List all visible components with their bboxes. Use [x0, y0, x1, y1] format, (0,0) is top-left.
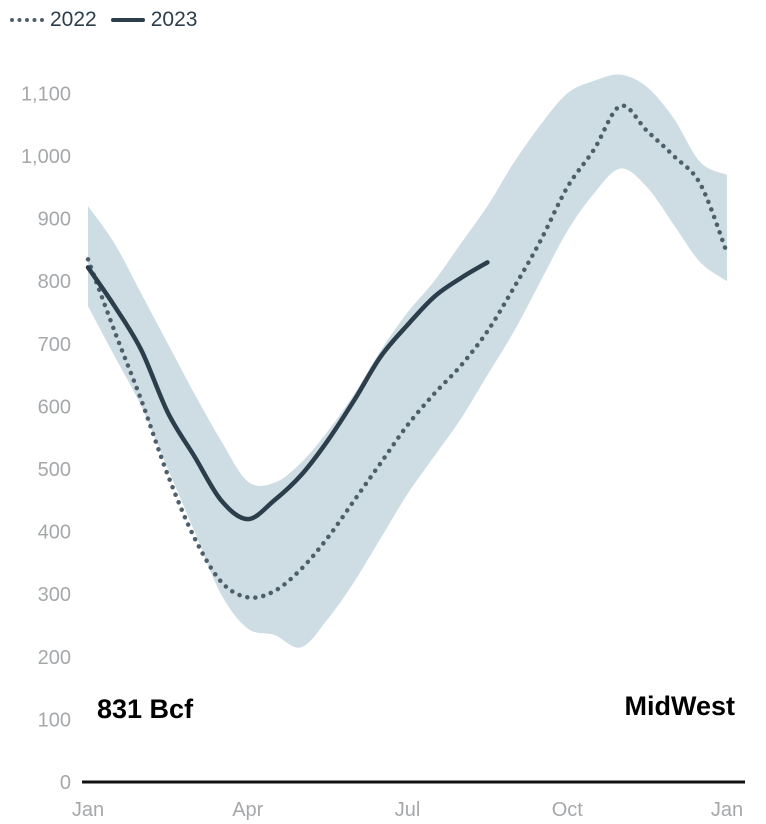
legend-item-2022: 2022 — [10, 8, 97, 32]
y-tick-label: 700 — [38, 334, 71, 356]
y-tick-label: 900 — [38, 209, 71, 231]
y-tick-label: 200 — [38, 647, 71, 669]
y-tick-label: 100 — [38, 709, 71, 731]
x-tick-label: Apr — [232, 799, 263, 821]
x-axis: Jan Apr Jul Oct Jan — [72, 780, 745, 821]
y-tick-label: 400 — [38, 522, 71, 544]
y-tick-label: 800 — [38, 271, 71, 293]
historical-range-band — [88, 74, 727, 648]
y-tick-label: 1,000 — [21, 146, 71, 168]
legend-swatch-2022 — [10, 18, 44, 22]
y-axis: 0 100 200 300 400 500 600 700 800 900 1,000 1,100 — [21, 83, 71, 794]
region-label: MidWest — [624, 691, 735, 721]
x-tick-label: Oct — [552, 799, 584, 821]
y-tick-label: 600 — [38, 396, 71, 418]
x-tick-label: Jul — [395, 799, 421, 821]
chart-legend: 2022 2023 — [10, 6, 211, 34]
series-line-2022 — [85, 103, 730, 600]
series-line-2023 — [85, 260, 490, 522]
legend-label-2023: 2023 — [150, 8, 198, 31]
legend-item-2023: 2023 — [110, 8, 198, 32]
plot-area — [85, 74, 730, 648]
legend-label-2022: 2022 — [50, 8, 97, 31]
x-tick-label: Jan — [72, 799, 104, 821]
y-tick-label: 500 — [38, 459, 71, 481]
y-tick-label: 0 — [60, 772, 71, 794]
y-tick-label: 1,100 — [21, 83, 71, 105]
x-tick-label: Jan — [711, 799, 743, 821]
storage-value-label: 831 Bcf — [97, 694, 194, 724]
y-tick-label: 300 — [38, 584, 71, 606]
legend-swatch-2023 — [110, 18, 145, 22]
